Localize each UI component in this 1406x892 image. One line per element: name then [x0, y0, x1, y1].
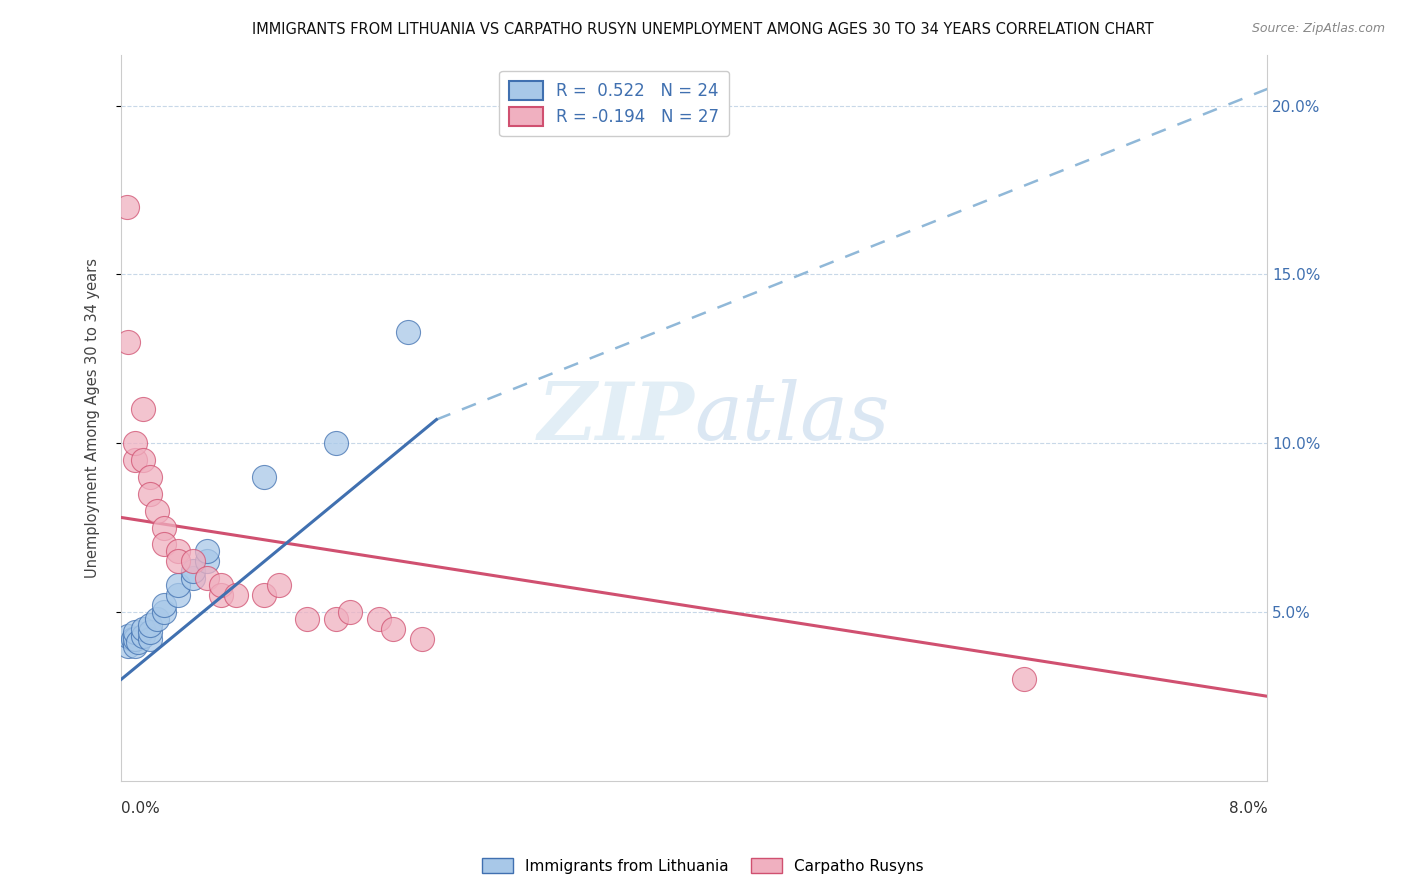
Point: [167, 554, 190, 568]
Point: [267, 578, 290, 592]
Point: [181, 565, 204, 579]
Point: [396, 325, 419, 339]
Point: [131, 628, 153, 642]
Point: [382, 622, 405, 636]
Point: [117, 639, 139, 653]
Point: [181, 554, 204, 568]
Point: [325, 612, 347, 626]
Text: Source: ZipAtlas.com: Source: ZipAtlas.com: [1251, 22, 1385, 36]
Point: [146, 504, 169, 518]
Point: [139, 632, 162, 646]
Point: [253, 588, 276, 602]
Point: [167, 544, 190, 558]
Point: [124, 632, 146, 646]
Y-axis label: Unemployment Among Ages 30 to 34 years: Unemployment Among Ages 30 to 34 years: [86, 258, 100, 578]
Text: IMMIGRANTS FROM LITHUANIA VS CARPATHO RUSYN UNEMPLOYMENT AMONG AGES 30 TO 34 YEA: IMMIGRANTS FROM LITHUANIA VS CARPATHO RU…: [252, 22, 1154, 37]
Point: [195, 571, 218, 585]
Point: [124, 639, 146, 653]
Point: [117, 334, 139, 349]
Point: [209, 578, 232, 592]
Point: [121, 632, 143, 646]
Point: [153, 605, 176, 619]
Point: [153, 598, 176, 612]
Point: [117, 628, 139, 642]
Point: [167, 578, 190, 592]
Point: [181, 571, 204, 585]
Point: [124, 625, 146, 640]
Point: [131, 453, 153, 467]
Point: [253, 470, 276, 484]
Point: [127, 635, 149, 649]
Point: [225, 588, 247, 602]
Point: [124, 436, 146, 450]
Point: [139, 625, 162, 640]
Text: ZIP: ZIP: [537, 379, 695, 457]
Point: [195, 544, 218, 558]
Point: [325, 436, 347, 450]
Point: [339, 605, 361, 619]
Point: [153, 520, 176, 534]
Point: [139, 470, 162, 484]
Point: [139, 618, 162, 632]
Text: atlas: atlas: [695, 379, 890, 457]
Point: [146, 612, 169, 626]
Point: [195, 554, 218, 568]
Point: [131, 402, 153, 417]
Point: [209, 588, 232, 602]
Point: [411, 632, 433, 646]
Legend: Immigrants from Lithuania, Carpatho Rusyns: Immigrants from Lithuania, Carpatho Rusy…: [477, 852, 929, 880]
Point: [153, 537, 176, 551]
Point: [1012, 673, 1035, 687]
Point: [368, 612, 391, 626]
Point: [131, 622, 153, 636]
Point: [167, 588, 190, 602]
Legend: R =  0.522   N = 24, R = -0.194   N = 27: R = 0.522 N = 24, R = -0.194 N = 27: [499, 70, 728, 136]
Point: [139, 487, 162, 501]
Text: 8.0%: 8.0%: [1229, 801, 1267, 816]
Text: 0.0%: 0.0%: [121, 801, 160, 816]
Point: [297, 612, 319, 626]
Point: [124, 453, 146, 467]
Point: [115, 200, 138, 214]
